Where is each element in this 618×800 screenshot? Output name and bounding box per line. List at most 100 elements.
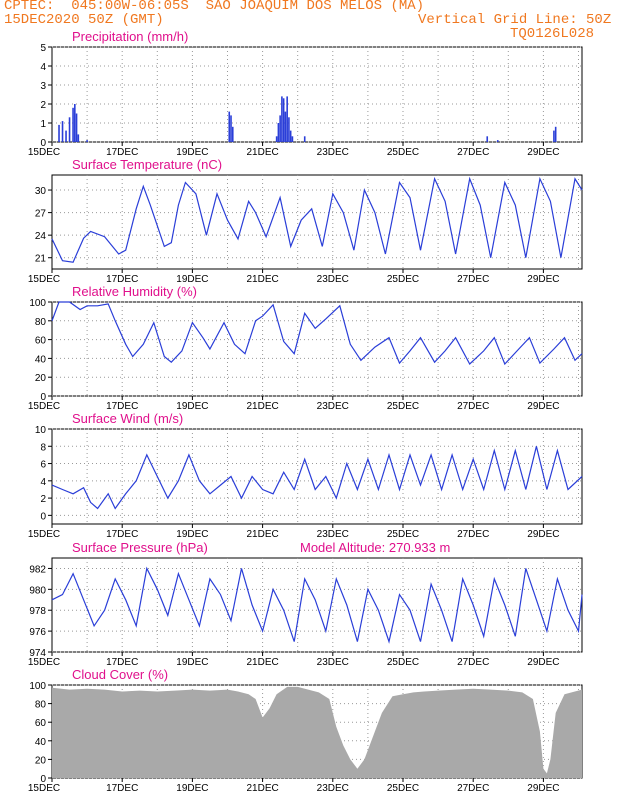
y-tick-label: 100 [29, 298, 46, 309]
y-tick-label: 24 [35, 231, 47, 242]
series-line [51, 566, 583, 644]
panel-1: 0 1 2 3 4 5 15DEC 17DEC 19DEC 21DEC 23DEC 25DEC 27DE… [28, 29, 583, 158]
series-line [51, 301, 583, 366]
y-tick-label: 40 [35, 354, 47, 365]
panel-3: 0 20 40 60 80 100 15DEC 17DEC 19DEC 21DEC 23DEC 25D… [28, 284, 583, 412]
y-tick-label: 80 [35, 317, 47, 328]
y-tick-label: 2 [40, 494, 46, 505]
y-tick-label: 974 [29, 648, 46, 659]
y-tick-label: 20 [35, 373, 47, 384]
precip-bar [58, 124, 60, 142]
y-tick-label: 982 [29, 564, 46, 575]
precip-bar [282, 98, 285, 142]
x-tick-label: 25DEC [387, 147, 419, 158]
x-tick-label: 27DEC [457, 147, 489, 158]
x-tick-label: 23DEC [317, 783, 349, 794]
panel-frame [51, 301, 583, 397]
y-tick-label: 2 [40, 100, 46, 111]
x-tick-label: 23DEC [317, 401, 349, 412]
panel-title: Cloud Cover (%) [72, 667, 168, 682]
x-tick-label: 17DEC [106, 401, 138, 412]
header-model-code: TQ0126L028 [510, 26, 595, 42]
x-tick-label: 21DEC [246, 147, 278, 158]
panel-title: Precipitation (mm/h) [72, 29, 188, 44]
y-tick-label: 100 [29, 681, 46, 692]
y-tick-label: 10 [35, 425, 47, 436]
y-tick-label: 21 [35, 254, 47, 265]
x-tick-label: 19DEC [176, 274, 208, 285]
x-tick-label: 29DEC [527, 274, 559, 285]
x-tick-label: 23DEC [317, 274, 349, 285]
precip-bar [284, 111, 287, 142]
x-tick-label: 29DEC [527, 147, 559, 158]
x-tick-label: 15DEC [28, 147, 60, 158]
precip-bar [277, 123, 280, 142]
y-tick-label: 60 [35, 336, 47, 347]
panel-frame [51, 174, 583, 270]
panel-2: 21 24 27 30 15DEC 17DEC 19DEC 21DEC 23DEC 25DEC 27… [28, 157, 583, 285]
x-tick-label: 23DEC [317, 657, 349, 668]
precip-bar [288, 117, 290, 142]
precip-bar [65, 130, 67, 142]
x-tick-label: 21DEC [246, 783, 278, 794]
x-tick-label: 29DEC [527, 657, 559, 668]
y-tick-label: 5 [40, 43, 46, 54]
series-line [51, 446, 583, 510]
y-tick-label: 978 [29, 606, 46, 617]
x-tick-label: 19DEC [176, 657, 208, 668]
x-tick-label: 15DEC [28, 783, 60, 794]
x-tick-label: 19DEC [176, 147, 208, 158]
x-tick-label: 15DEC [28, 529, 60, 540]
y-tick-label: 30 [35, 186, 47, 197]
y-tick-label: 4 [40, 62, 46, 73]
y-tick-label: 27 [35, 209, 47, 220]
x-tick-label: 17DEC [106, 783, 138, 794]
precip-bar [75, 113, 78, 142]
y-tick-label: 0 [40, 392, 46, 403]
precip-bar [303, 136, 306, 142]
y-tick-label: 60 [35, 718, 47, 729]
y-tick-label: 1 [40, 119, 46, 130]
cloud-cover-area [52, 686, 582, 778]
precip-bar [279, 115, 281, 142]
y-tick-label: 976 [29, 627, 46, 638]
x-tick-label: 27DEC [457, 274, 489, 285]
y-tick-label: 40 [35, 737, 47, 748]
y-tick-label: 0 [40, 774, 46, 785]
panel-annotation: Model Altitude: 270.933 m [300, 540, 450, 555]
x-tick-label: 29DEC [527, 783, 559, 794]
precip-bar [61, 121, 64, 142]
precip-bar [86, 140, 88, 142]
y-tick-label: 8 [40, 442, 46, 453]
panel-title: Relative Humidity (%) [72, 284, 197, 299]
x-tick-label: 21DEC [246, 657, 278, 668]
header-station-line: CPTEC: 045:00W-06:05S SAO JOAQUIM DOS ME… [4, 0, 425, 14]
y-tick-label: 0 [40, 511, 46, 522]
x-tick-label: 19DEC [176, 529, 208, 540]
x-tick-label: 17DEC [106, 274, 138, 285]
x-tick-label: 21DEC [246, 274, 278, 285]
precip-bar [228, 111, 231, 142]
y-tick-label: 0 [40, 138, 46, 149]
panel-5: 974 976 978 980 982 15DEC 17DEC 19DEC 21DEC 23DEC… [28, 540, 583, 668]
precip-bar [231, 126, 234, 142]
precip-bar [553, 130, 555, 142]
panel-frame [51, 46, 583, 143]
x-tick-label: 21DEC [246, 529, 278, 540]
x-tick-label: 17DEC [106, 147, 138, 158]
x-tick-label: 23DEC [317, 147, 349, 158]
x-tick-label: 21DEC [246, 401, 278, 412]
x-tick-label: 25DEC [387, 529, 419, 540]
y-tick-label: 80 [35, 700, 47, 711]
y-tick-label: 980 [29, 585, 46, 596]
header-vertical-grid: Vertical Grid Line: 50Z [418, 12, 612, 28]
y-tick-label: 4 [40, 477, 46, 488]
precip-bar [74, 104, 76, 142]
x-tick-label: 15DEC [28, 657, 60, 668]
precip-bar [486, 136, 489, 142]
y-tick-label: 3 [40, 81, 46, 92]
precip-bar [281, 96, 283, 142]
x-tick-label: 19DEC [176, 401, 208, 412]
precip-bar [68, 117, 71, 142]
